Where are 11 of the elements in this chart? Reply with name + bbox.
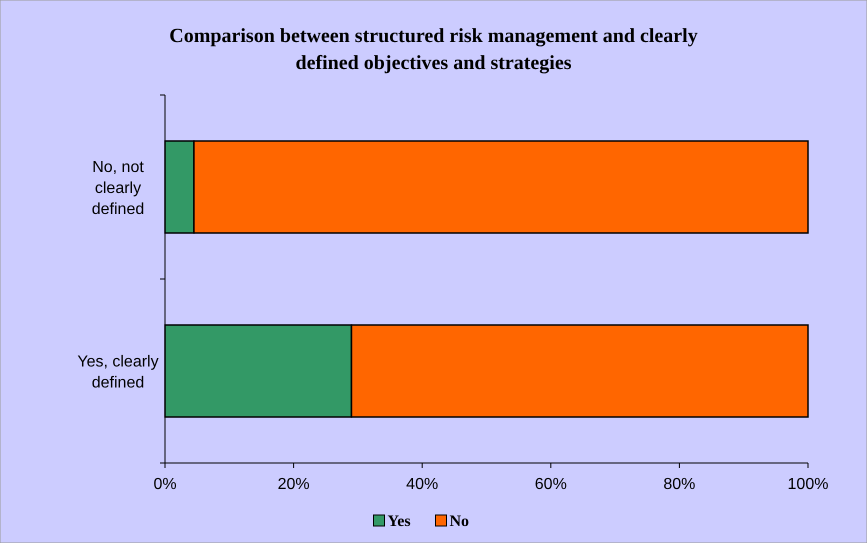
y-tick-label: No, not clearly defined xyxy=(92,159,144,218)
chart-title: Comparison between structured risk management and clearly defined objectives and strategies xyxy=(169,25,698,74)
x-tick-label: 20% xyxy=(278,476,310,493)
x-tick-label: 100% xyxy=(788,476,828,493)
legend-label: No xyxy=(450,513,470,530)
x-tick-label: 80% xyxy=(663,476,696,493)
x-tick-label: 60% xyxy=(534,476,567,493)
legend-label: Yes xyxy=(388,513,411,530)
x-tick-label: 40% xyxy=(406,476,438,493)
y-tick-label: Yes, clearly defined xyxy=(77,354,159,392)
x-tick-label: 0% xyxy=(153,476,177,493)
